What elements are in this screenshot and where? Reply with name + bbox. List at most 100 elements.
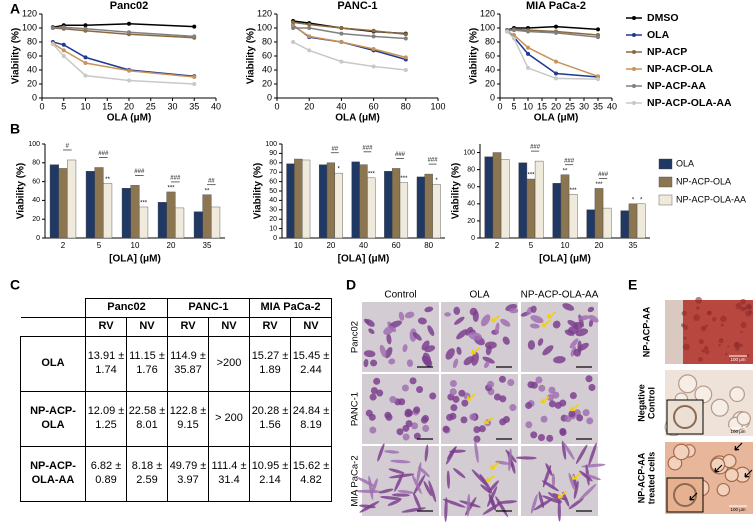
- table-cell: [20, 317, 86, 337]
- y-tick-label: 70: [269, 169, 277, 176]
- cell: [379, 344, 387, 358]
- cell: [391, 493, 410, 497]
- cell: [583, 473, 601, 481]
- x-tick-label: 60: [392, 241, 401, 250]
- image: 100 μm: [665, 296, 753, 364]
- cell: [363, 318, 370, 325]
- table-cell: 15.27 ± 1.89: [249, 335, 291, 392]
- legend-marker: [632, 50, 636, 54]
- micrograph: [515, 440, 606, 522]
- texture: [729, 358, 732, 361]
- y-tick-label: 20: [27, 78, 37, 88]
- point: [61, 48, 66, 53]
- cell: [568, 497, 584, 510]
- cell: [389, 396, 397, 404]
- cell: [401, 384, 409, 392]
- bar: [492, 152, 502, 239]
- cell: [423, 481, 432, 497]
- legend-label: OLA: [676, 158, 694, 168]
- cell: [388, 358, 396, 365]
- bracket-label: ##: [208, 178, 215, 184]
- scale-label: 100 μm: [730, 357, 745, 362]
- cell: [460, 416, 468, 424]
- cell: [402, 344, 408, 353]
- y-tick-label: 0: [36, 235, 40, 242]
- texture: [746, 353, 750, 357]
- cell: [390, 459, 411, 464]
- y-tick-label: 60: [262, 50, 272, 60]
- x-tick-label: 20: [124, 101, 134, 111]
- cell: [537, 434, 545, 442]
- cell: [461, 399, 469, 407]
- point: [403, 32, 408, 37]
- cell: [424, 444, 429, 462]
- texture: [700, 325, 707, 332]
- series-line: [292, 24, 407, 61]
- series-line: [292, 25, 406, 59]
- x-tick-label: 40: [359, 241, 368, 250]
- significance-label: ***: [527, 173, 535, 179]
- point: [83, 73, 88, 78]
- texture: [696, 306, 700, 311]
- significance-label: **: [563, 168, 568, 174]
- bar: [211, 206, 221, 239]
- y-tick-label: 0: [32, 92, 37, 102]
- texture: [747, 304, 753, 310]
- table-row: OLA 13.91 ± 1.74 11.15 ± 1.76 114.9 ± 35.87…: [20, 335, 332, 392]
- legend-label: NP-ACP-OLA: [647, 63, 713, 75]
- y-tick-label: 40: [27, 64, 37, 74]
- x-tick-label: 40: [336, 101, 346, 111]
- point: [50, 42, 55, 47]
- cell: [724, 467, 739, 483]
- x-tick-label: 5: [97, 241, 102, 250]
- cell: [562, 303, 575, 311]
- point: [554, 30, 558, 35]
- table-cell: 10.95 ± 2.14: [249, 445, 291, 502]
- bar: [157, 202, 167, 239]
- table-row: NP-ACP-OLA 12.09 ± 1.25 22.58 ± 8.01 122.8 …: [20, 390, 332, 447]
- x-tick-label: 5: [511, 101, 516, 111]
- panel-letter: A: [10, 1, 20, 17]
- cell: [487, 486, 498, 507]
- y-tick-label: 20: [262, 78, 272, 88]
- y-tick-label: 40: [269, 197, 277, 204]
- cell: [413, 406, 421, 414]
- legend-label: OLA: [647, 29, 670, 41]
- cell: [418, 466, 430, 478]
- bar: [586, 209, 596, 239]
- cell: [508, 448, 512, 472]
- bar: [130, 185, 140, 239]
- y-tick-label: 80: [467, 166, 475, 173]
- cell: [389, 473, 415, 479]
- cell: [422, 352, 432, 367]
- table-subheader: NV: [126, 316, 168, 337]
- cell: [363, 358, 369, 368]
- cell: [569, 338, 579, 349]
- significance-label: *: [435, 178, 438, 184]
- cell: [588, 314, 599, 323]
- chart-title: PANC-1: [337, 0, 377, 12]
- cell: [482, 356, 495, 364]
- table-header: MIA PaCa-2: [249, 298, 332, 318]
- cell: [509, 404, 517, 412]
- table-row: NP-ACP-OLA-AA 6.82 ± 0.89 8.18 ± 2.59 49.79…: [20, 445, 332, 502]
- point: [127, 68, 131, 73]
- cell: [585, 375, 593, 383]
- bar: [359, 164, 368, 239]
- cell: [548, 386, 556, 394]
- y-tick-label: 80: [32, 160, 40, 167]
- significance-label: **: [205, 188, 210, 194]
- image-label: treated cells: [646, 452, 656, 505]
- cell: [384, 346, 393, 359]
- cell: [442, 425, 450, 433]
- texture: [701, 349, 705, 353]
- micrograph: [441, 374, 518, 444]
- point: [554, 76, 558, 81]
- point: [512, 28, 516, 33]
- table-subheader: RV: [167, 316, 209, 337]
- cell: [369, 426, 377, 434]
- cell: [427, 325, 435, 336]
- y-tick-label: 100: [22, 22, 37, 32]
- arrow: [541, 319, 551, 328]
